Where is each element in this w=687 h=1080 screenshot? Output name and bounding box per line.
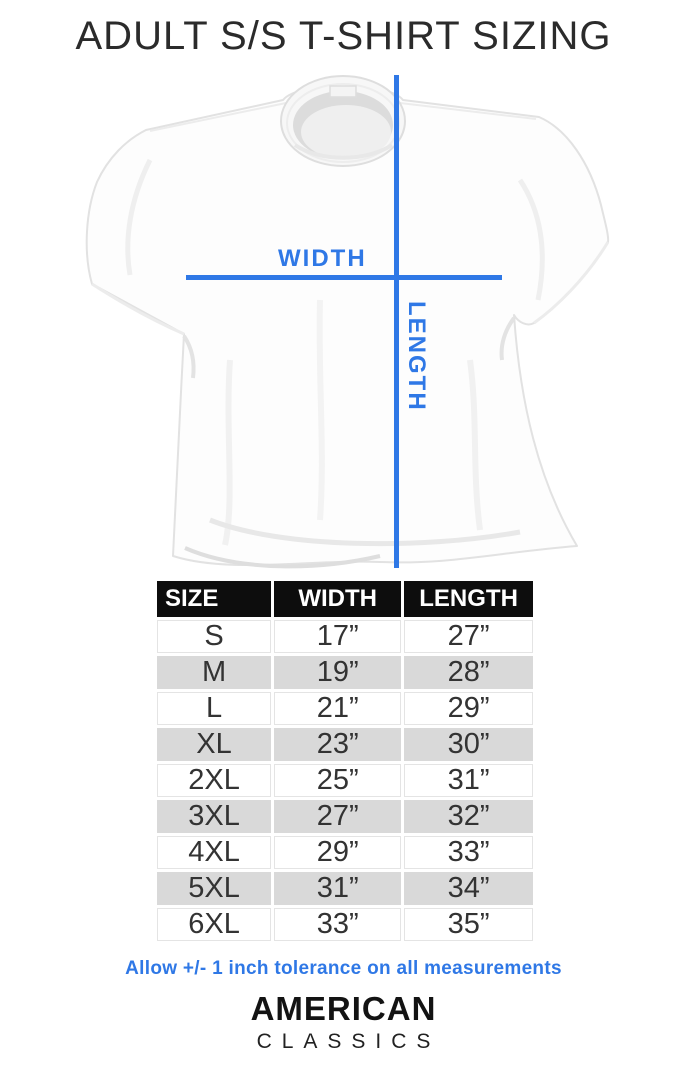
table-row: 4XL 29” 33” xyxy=(157,836,533,869)
width-cell: 17” xyxy=(274,620,402,653)
length-cell: 31” xyxy=(404,764,533,797)
size-table-header: SIZE WIDTH LENGTH xyxy=(157,581,533,617)
width-cell: 23” xyxy=(274,728,402,761)
size-cell: 6XL xyxy=(157,908,272,941)
tshirt-image xyxy=(85,75,610,569)
length-cell: 33” xyxy=(404,836,533,869)
table-row: M 19” 28” xyxy=(157,656,533,689)
table-row: S 17” 27” xyxy=(157,620,533,653)
size-table: SIZE WIDTH LENGTH S 17” 27” M 19” 28” L 21” 29” X… xyxy=(154,578,536,944)
size-cell: S xyxy=(157,620,272,653)
header-size: SIZE xyxy=(157,581,272,617)
size-cell: 2XL xyxy=(157,764,272,797)
brand-logo: AMERICAN CLASSICS xyxy=(0,990,687,1054)
table-row: 3XL 27” 32” xyxy=(157,800,533,833)
size-cell: M xyxy=(157,656,272,689)
width-cell: 21” xyxy=(274,692,402,725)
page-title: ADULT S/S T-SHIRT SIZING xyxy=(75,14,612,58)
brand-subname: CLASSICS xyxy=(256,1029,441,1053)
width-cell: 33” xyxy=(274,908,402,941)
table-row: 6XL 33” 35” xyxy=(157,908,533,941)
header-length: LENGTH xyxy=(404,581,533,617)
length-label: LENGTH xyxy=(403,301,430,412)
size-cell: XL xyxy=(157,728,272,761)
table-row: 5XL 31” 34” xyxy=(157,872,533,905)
length-cell: 35” xyxy=(404,908,533,941)
length-cell: 29” xyxy=(404,692,533,725)
width-cell: 27” xyxy=(274,800,402,833)
width-cell: 29” xyxy=(274,836,402,869)
size-cell: 5XL xyxy=(157,872,272,905)
size-cell: 3XL xyxy=(157,800,272,833)
length-measure-line xyxy=(394,75,399,568)
size-cell: 4XL xyxy=(157,836,272,869)
tolerance-note: Allow +/- 1 inch tolerance on all measur… xyxy=(125,958,562,979)
header-width: WIDTH xyxy=(274,581,402,617)
brand-name: AMERICAN xyxy=(250,990,437,1027)
length-cell: 34” xyxy=(404,872,533,905)
size-table-body: S 17” 27” M 19” 28” L 21” 29” XL 23” 30” 2XL 25” 31” 3X… xyxy=(157,620,533,941)
tshirt-diagram: WIDTH LENGTH xyxy=(85,75,610,569)
length-cell: 28” xyxy=(404,656,533,689)
table-row: 2XL 25” 31” xyxy=(157,764,533,797)
width-cell: 19” xyxy=(274,656,402,689)
table-row: L 21” 29” xyxy=(157,692,533,725)
width-measure-line xyxy=(186,275,502,280)
width-label: WIDTH xyxy=(278,245,367,272)
size-cell: L xyxy=(157,692,272,725)
table-row: XL 23” 30” xyxy=(157,728,533,761)
header-row: SIZE WIDTH LENGTH xyxy=(157,581,533,617)
width-cell: 31” xyxy=(274,872,402,905)
width-cell: 25” xyxy=(274,764,402,797)
length-cell: 27” xyxy=(404,620,533,653)
length-cell: 32” xyxy=(404,800,533,833)
length-cell: 30” xyxy=(404,728,533,761)
